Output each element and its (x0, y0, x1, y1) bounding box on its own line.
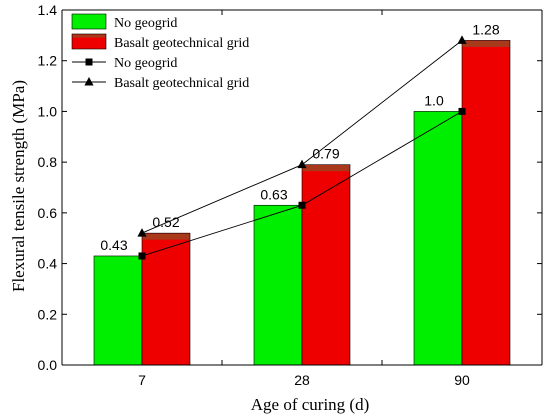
x-tick-label-28: 28 (294, 372, 310, 388)
y-tick-label-0.8: 0.8 (38, 154, 58, 170)
legend-label-3: Basalt geotechnical grid (114, 76, 249, 91)
legend-label-2: No geogrid (114, 56, 177, 71)
bar-no-geogrid-90 (413, 111, 463, 366)
x-axis-label: Age of curing (d) (251, 395, 370, 414)
marker-square-7 (138, 252, 146, 260)
legend: No geogrid Basalt geotechnical grid No geo… (71, 13, 249, 91)
y-tick-label-1.2: 1.2 (38, 53, 58, 69)
y-tick-label-0.0: 0.0 (38, 357, 58, 373)
marker-square-90 (458, 107, 466, 115)
marker-square-28 (298, 201, 306, 209)
y-tick-label-0.2: 0.2 (38, 306, 58, 322)
bar-no-geogrid-28 (253, 204, 303, 366)
bar-basalt-28 (301, 164, 351, 366)
legend-swatch-cap-1 (72, 34, 106, 38)
legend-swatch-1 (71, 33, 107, 50)
bar-cap-7 (142, 233, 190, 240)
y-axis-label: Flexural tensile strength (MPa) (9, 80, 28, 292)
data-labels-layer: 0.43 0.63 1.0 0.52 0.79 1.28 (100, 21, 499, 253)
bar-no-geogrid-7 (93, 255, 143, 366)
y-tick-label-0.6: 0.6 (38, 205, 58, 221)
bar-basalt-7 (141, 232, 191, 366)
x-tick-label-7: 7 (138, 372, 146, 388)
marker-triangle-90 (457, 35, 467, 44)
legend-label-0: No geogrid (114, 16, 177, 31)
bar-cap-28 (302, 165, 350, 172)
data-label-no-geogrid-7: 0.43 (100, 237, 127, 253)
data-label-no-geogrid-90: 1.0 (424, 92, 444, 108)
x-tick-label-90: 90 (454, 372, 470, 388)
legend-marker-triangle (84, 77, 94, 86)
data-label-basalt-90: 1.28 (472, 21, 499, 37)
y-tick-label-1.0: 1.0 (38, 103, 58, 119)
legend-swatch-0 (71, 13, 107, 30)
y-tick-label-1.4: 1.4 (38, 2, 58, 18)
bars-layer (93, 40, 511, 366)
legend-label-1: Basalt geotechnical grid (114, 36, 249, 51)
data-label-basalt-7: 0.52 (152, 214, 179, 230)
data-label-basalt-28: 0.79 (312, 146, 339, 162)
y-tick-label-0.4: 0.4 (38, 256, 58, 272)
axes-layer: 0.0 0.2 0.4 0.6 0.8 1.0 1.2 1.4 7 28 90 (38, 2, 543, 388)
marker-triangle-7 (137, 228, 147, 237)
marker-triangle-28 (297, 159, 307, 169)
data-label-no-geogrid-28: 0.63 (260, 186, 287, 202)
lines-layer (137, 35, 467, 260)
bar-cap-90 (462, 40, 510, 47)
legend-marker-square (85, 58, 93, 66)
bar-basalt-90 (461, 40, 511, 366)
